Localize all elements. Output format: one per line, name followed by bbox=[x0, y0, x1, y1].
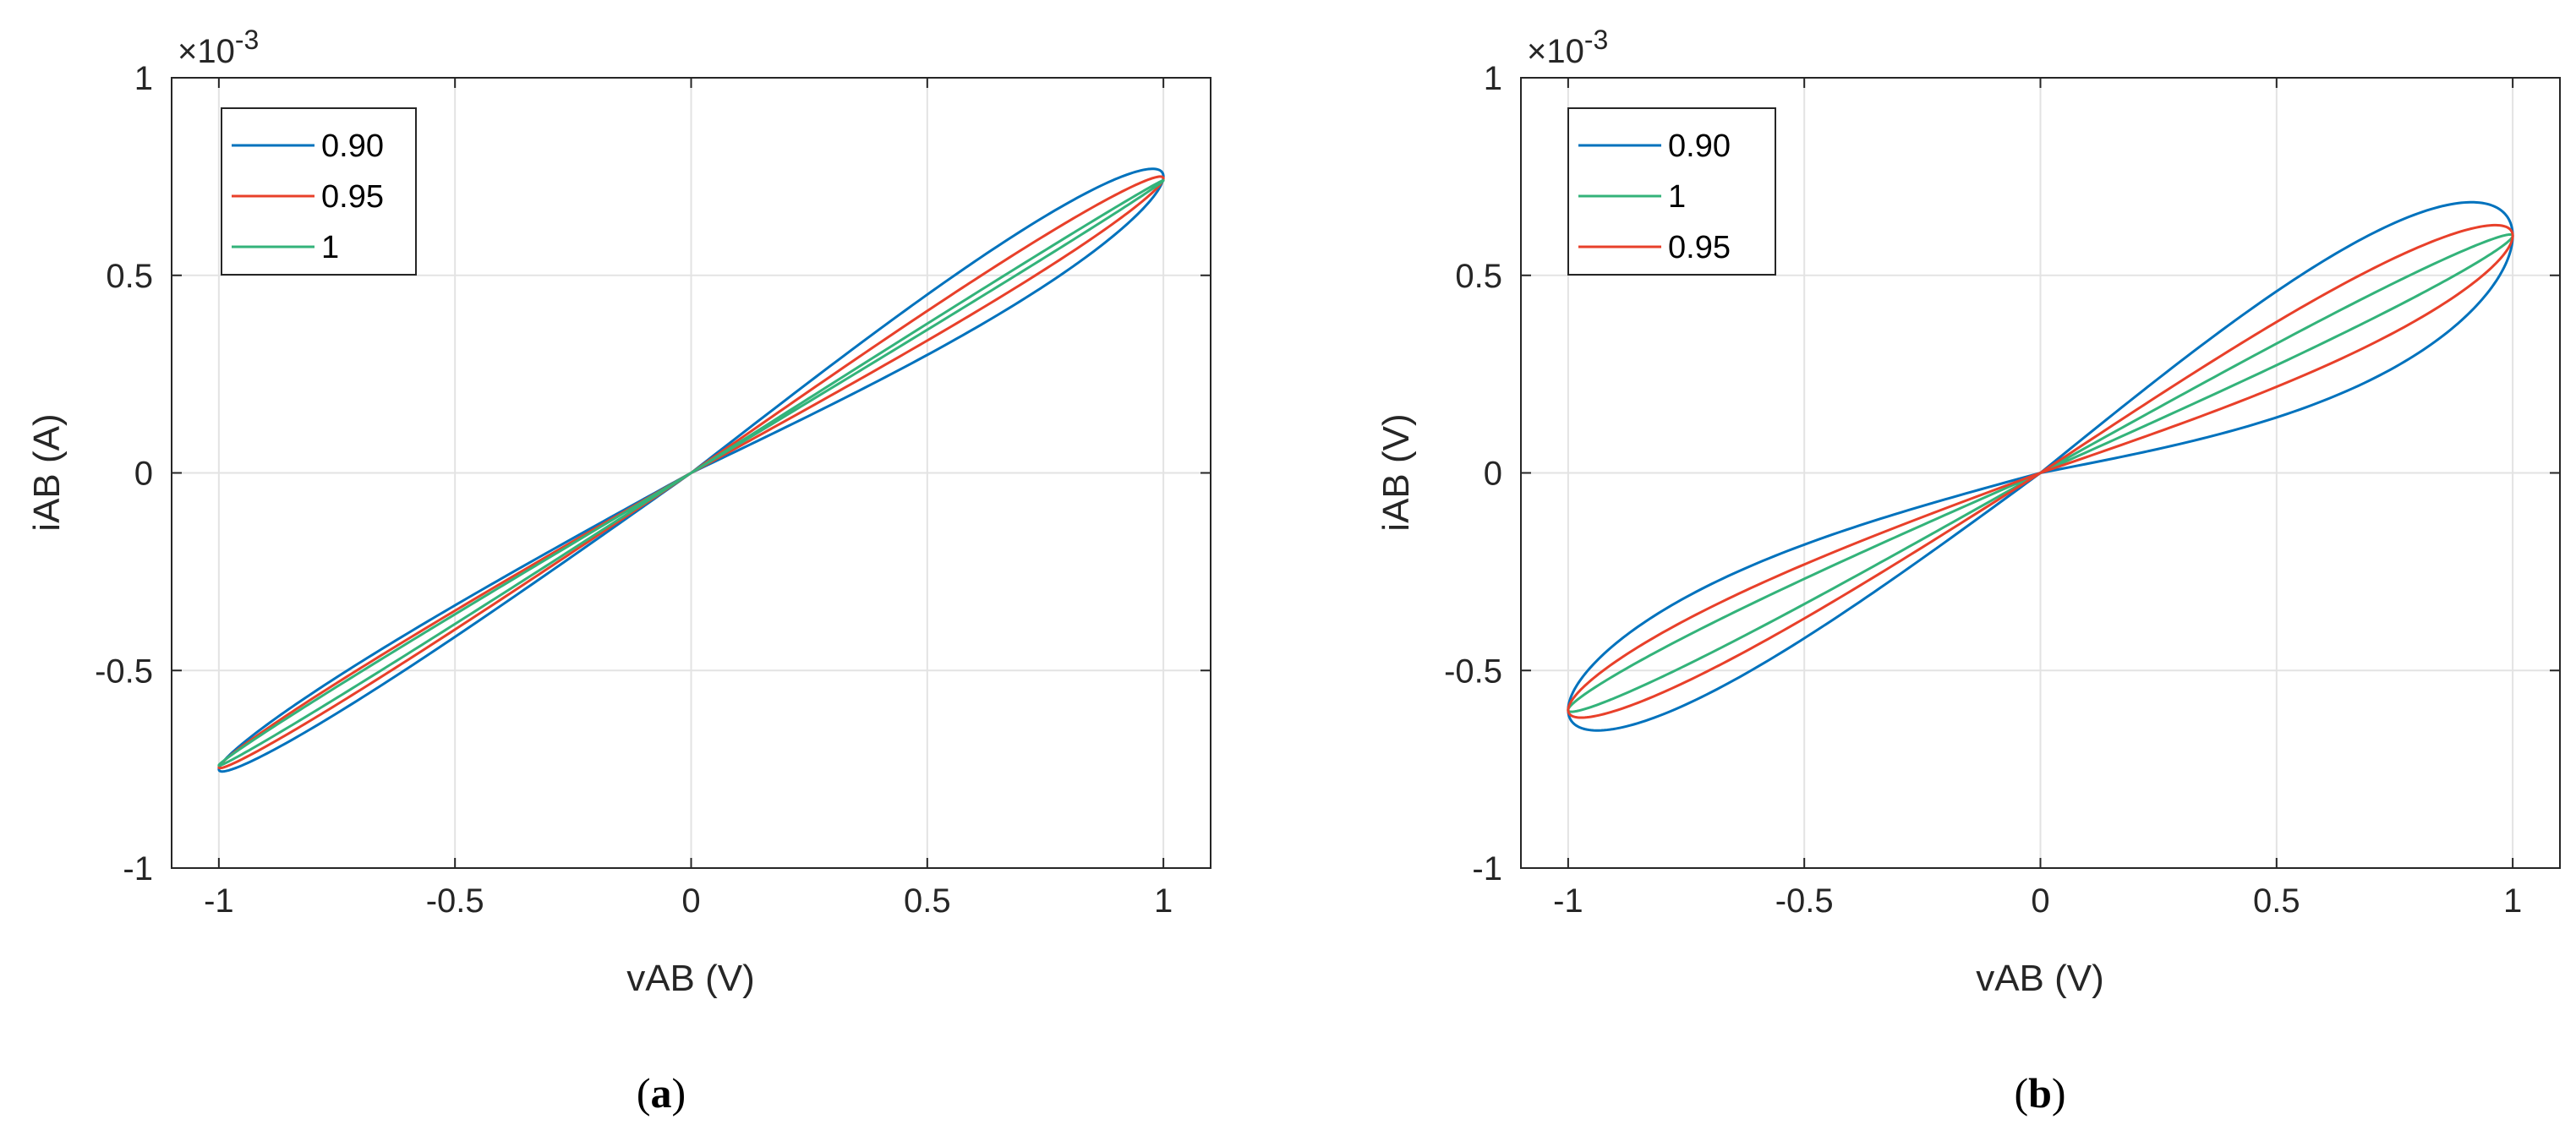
exponent-label-a: ×10-3 bbox=[178, 25, 259, 70]
series-curve-0-95 bbox=[1567, 223, 2514, 719]
exponent-power-a: -3 bbox=[235, 25, 259, 55]
x-axis-label-a: vAB (V) bbox=[626, 958, 755, 999]
x-ticks-a: -1 -0.5 0 0.5 1 bbox=[204, 78, 1173, 920]
x-axis-label-b: vAB (V) bbox=[1976, 958, 2104, 999]
series-group-b bbox=[1567, 200, 2514, 732]
x-tick-label: -0.5 bbox=[1775, 882, 1834, 920]
y-axis-label-a: iAB (A) bbox=[26, 413, 68, 531]
legend-label: 0.95 bbox=[1668, 230, 1731, 265]
x-tick-label: 0 bbox=[681, 882, 700, 920]
panel-caption-a: (a) bbox=[637, 1069, 686, 1117]
exponent-base-b: ×10 bbox=[1527, 33, 1584, 70]
y-tick-label: 1 bbox=[134, 60, 153, 97]
y-tick-label: 0 bbox=[1484, 456, 1502, 493]
y-tick-label: 0 bbox=[134, 456, 153, 493]
exponent-label-b: ×10-3 bbox=[1527, 25, 1608, 70]
x-tick-label: 0 bbox=[2031, 882, 2049, 920]
y-tick-label: -1 bbox=[123, 850, 153, 888]
x-tick-label: 1 bbox=[2503, 882, 2522, 920]
x-tick-label: -1 bbox=[1553, 882, 1583, 920]
y-tick-label: 0.5 bbox=[1455, 258, 1502, 295]
caption-open-a: ( bbox=[637, 1069, 651, 1117]
exponent-power-b: -3 bbox=[1584, 25, 1608, 55]
caption-close-b: ) bbox=[2052, 1069, 2066, 1117]
series-curve-1 bbox=[217, 178, 1165, 767]
y-ticks-a: -1 -0.5 0 0.5 1 bbox=[95, 60, 1211, 888]
legend-label: 1 bbox=[321, 230, 339, 265]
chart-panel-a: -1 -0.5 0 0.5 1 -1 -0.5 0 0.5 1 ×10-3 vAB (V) iA… bbox=[26, 25, 1211, 1117]
caption-open-b: ( bbox=[2014, 1069, 2028, 1117]
x-tick-label: 0.5 bbox=[904, 882, 951, 920]
x-tick-label: 1 bbox=[1154, 882, 1173, 920]
chart-panel-b: -1 -0.5 0 0.5 1 -1 -0.5 0 0.5 1 ×10-3 vAB (V) iA… bbox=[1376, 25, 2561, 1117]
legend-b: 0.90 1 0.95 bbox=[1567, 107, 1776, 276]
caption-letter-a: a bbox=[651, 1069, 672, 1117]
caption-close-a: ) bbox=[672, 1069, 686, 1117]
x-tick-label: 0.5 bbox=[2253, 882, 2300, 920]
y-tick-label: 0.5 bbox=[106, 258, 153, 295]
y-tick-label: -1 bbox=[1472, 850, 1502, 888]
x-ticks-b: -1 -0.5 0 0.5 1 bbox=[1553, 78, 2522, 920]
y-tick-label: -0.5 bbox=[95, 653, 153, 690]
legend-label: 0.90 bbox=[321, 128, 384, 164]
legend-label: 0.90 bbox=[1668, 128, 1731, 164]
legend-entries-a: 0.90 0.95 1 bbox=[232, 128, 384, 265]
y-tick-label: 1 bbox=[1484, 60, 1502, 97]
panel-caption-b: (b) bbox=[2014, 1069, 2065, 1117]
legend-entries-b: 0.90 1 0.95 bbox=[1578, 128, 1731, 265]
exponent-base-a: ×10 bbox=[178, 33, 235, 70]
x-tick-label: -1 bbox=[204, 882, 234, 920]
legend-box-a bbox=[221, 107, 417, 276]
legend-a: 0.90 0.95 1 bbox=[221, 107, 417, 276]
y-ticks-b: -1 -0.5 0 0.5 1 bbox=[1444, 60, 2560, 888]
y-axis-label-b: iAB (V) bbox=[1376, 413, 1417, 531]
series-group-a bbox=[217, 167, 1165, 773]
legend-label: 1 bbox=[1668, 179, 1686, 215]
legend-label: 0.95 bbox=[321, 179, 384, 215]
y-tick-label: -0.5 bbox=[1444, 653, 1502, 690]
x-tick-label: -0.5 bbox=[426, 882, 484, 920]
caption-letter-b: b bbox=[2028, 1069, 2052, 1117]
